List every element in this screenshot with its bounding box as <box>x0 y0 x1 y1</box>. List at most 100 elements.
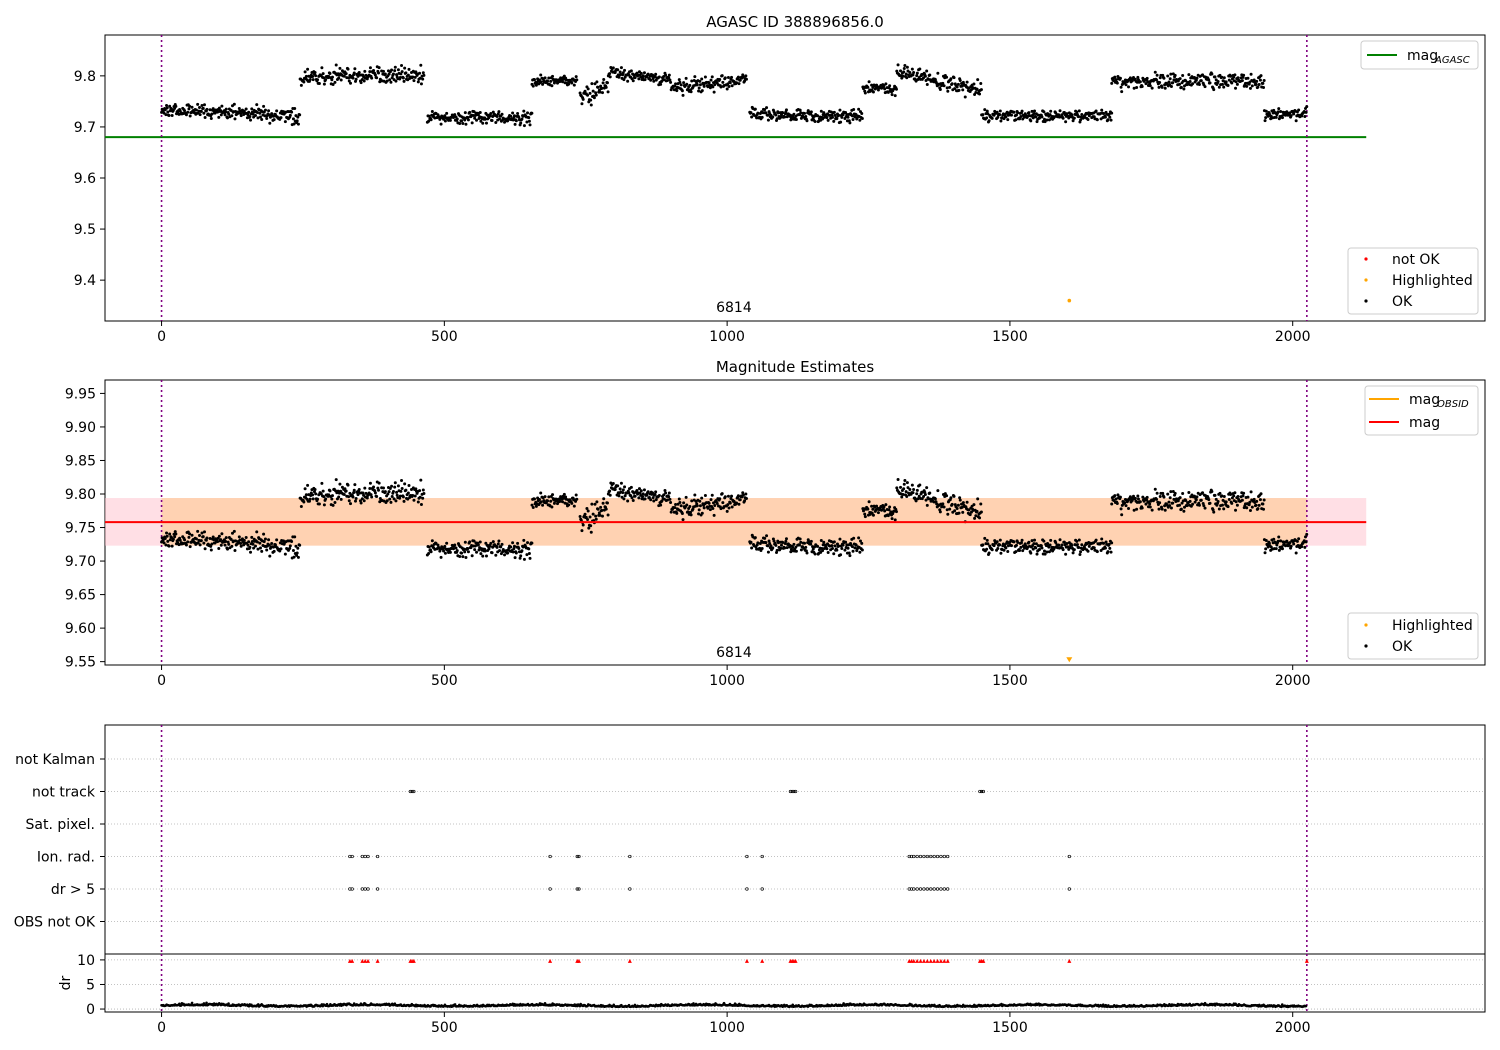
ok-point <box>840 547 844 551</box>
ok-point <box>454 546 458 550</box>
ok-point <box>496 112 500 116</box>
ok-point <box>833 544 837 548</box>
ok-point <box>344 489 348 493</box>
ok-point <box>675 89 679 93</box>
ok-point <box>1106 118 1110 122</box>
ok-point <box>715 501 719 505</box>
ok-point <box>688 83 692 87</box>
ok-point <box>475 118 479 122</box>
ok-point <box>1058 109 1062 113</box>
ok-point <box>1136 497 1140 501</box>
ok-point <box>216 110 220 114</box>
ok-point <box>798 108 802 112</box>
ok-point <box>781 540 785 544</box>
ok-point <box>853 546 857 550</box>
ok-point <box>512 544 516 548</box>
ok-point <box>738 498 742 502</box>
ok-point <box>173 535 177 539</box>
ok-point <box>904 72 908 76</box>
y-tick-label: 9.75 <box>65 521 96 537</box>
ok-point <box>1123 501 1127 505</box>
ok-point <box>600 514 604 518</box>
ok-point <box>547 495 551 499</box>
ok-point <box>1048 543 1052 547</box>
ok-point <box>894 510 898 514</box>
ok-point <box>330 78 334 82</box>
ok-point <box>1272 537 1276 541</box>
ok-point <box>594 514 598 518</box>
ok-point <box>1127 85 1131 89</box>
ok-point <box>347 499 351 503</box>
ok-point <box>196 541 200 545</box>
y-tick-label: 9.95 <box>65 386 96 402</box>
ok-point <box>741 75 745 79</box>
ok-point <box>914 499 918 503</box>
ok-point <box>1195 495 1199 499</box>
ok-point <box>226 116 230 120</box>
ok-point <box>662 493 666 497</box>
ok-point <box>174 532 178 536</box>
ok-point <box>422 73 426 77</box>
ok-point <box>256 547 260 551</box>
ok-point <box>766 550 770 554</box>
ok-point <box>1236 495 1240 499</box>
ok-point <box>368 486 372 490</box>
ok-point <box>589 103 593 107</box>
ok-point <box>575 78 579 82</box>
ok-point <box>604 85 608 89</box>
highlighted-point <box>1066 657 1073 663</box>
ok-point <box>659 503 663 507</box>
ok-point <box>494 553 498 557</box>
ok-point <box>334 478 338 482</box>
ok-point <box>948 85 952 89</box>
ok-point <box>498 117 502 121</box>
ok-point <box>224 540 228 544</box>
ok-point <box>1248 86 1252 90</box>
ok-point <box>519 121 523 125</box>
ok-point <box>377 66 381 70</box>
ok-point <box>1280 547 1284 551</box>
ok-point <box>968 513 972 517</box>
ok-point <box>953 87 957 91</box>
ok-point <box>242 538 246 542</box>
ok-point <box>511 118 515 122</box>
ok-point <box>472 539 476 543</box>
ok-point <box>427 119 431 123</box>
ok-point <box>1132 508 1136 512</box>
ok-point <box>549 79 553 83</box>
ok-point <box>531 505 535 509</box>
ok-point <box>1261 502 1265 506</box>
dr-point <box>205 1001 208 1005</box>
ok-point <box>1033 109 1037 113</box>
ok-point <box>317 81 321 85</box>
ok-point <box>406 491 410 495</box>
ok-point <box>826 118 830 122</box>
flag-marker <box>1067 887 1071 891</box>
ok-point <box>1012 110 1016 114</box>
ok-point <box>413 75 417 79</box>
ok-point <box>1144 502 1148 506</box>
ok-point <box>322 503 326 507</box>
ok-point <box>546 499 550 503</box>
ok-point <box>489 541 493 545</box>
ok-point <box>162 541 166 545</box>
ok-point <box>386 492 390 496</box>
flag-marker <box>929 854 933 859</box>
ok-point <box>249 118 253 122</box>
ok-point <box>239 114 243 118</box>
ok-point <box>183 109 187 113</box>
ok-point <box>275 538 279 542</box>
ok-point <box>184 113 188 117</box>
ok-point <box>1184 499 1188 503</box>
ok-point <box>1135 85 1139 89</box>
ok-point <box>413 494 417 498</box>
ok-point <box>331 503 335 507</box>
ok-point <box>364 491 368 495</box>
ok-point <box>473 548 477 552</box>
ok-point <box>1027 111 1031 115</box>
flag-marker <box>366 854 370 859</box>
ok-point <box>967 508 971 512</box>
ok-point <box>586 87 590 91</box>
ok-point <box>825 547 829 551</box>
ok-point <box>883 509 887 513</box>
